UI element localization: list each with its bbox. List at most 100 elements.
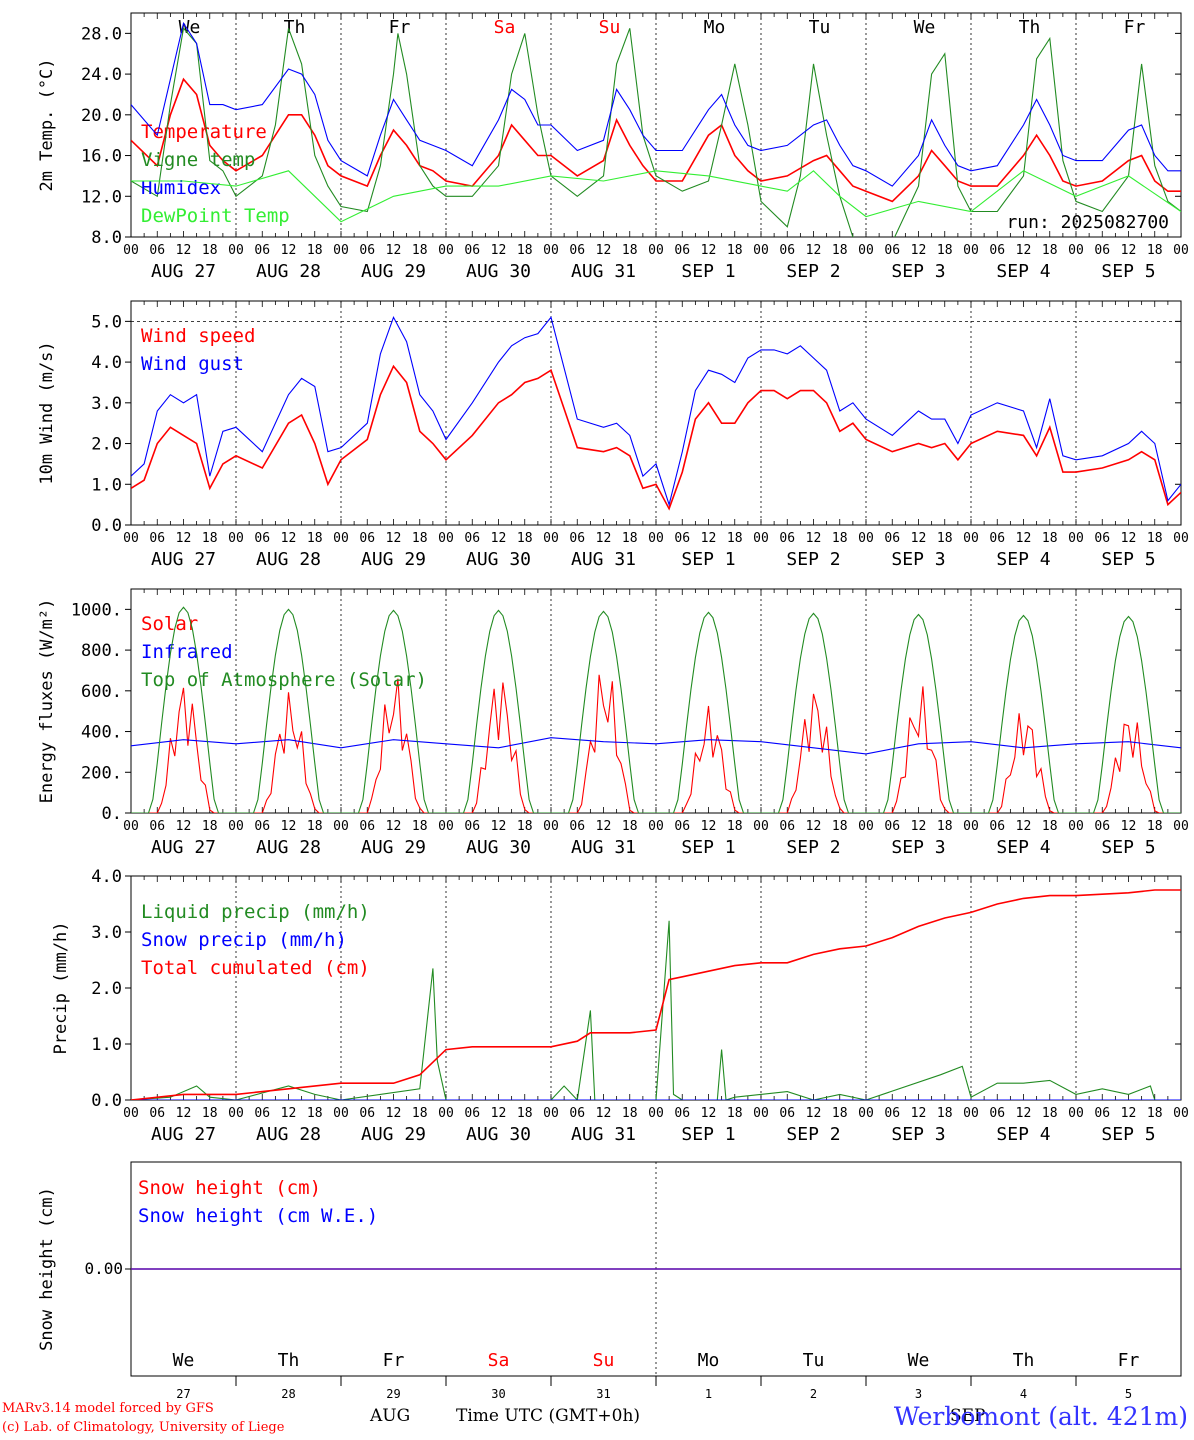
day-label: SEP 1 [681,549,735,570]
panel-1: 8.0 12.0 16.0 20.0 24.0 28.0 2m Temp. (°C) 00 06… [37,12,1189,282]
hour-tick-label: 06 [569,243,585,258]
hour-tick-label: 06 [149,243,165,258]
hour-tick-label: 00 [753,531,769,546]
hour-tick-label: 12 [386,1106,402,1121]
hour-tick-label: 00 [543,531,559,546]
hour-tick-label: 00 [228,1106,244,1121]
legend-entry: Temperature [141,121,267,143]
hour-tick-label: 06 [464,1106,480,1121]
y-tick-label: 0.00 [84,1259,123,1278]
hour-tick-label: 12 [701,1106,717,1121]
day-number: 28 [281,1387,295,1401]
hour-tick-label: 06 [569,531,585,546]
hour-tick-label: 06 [569,1106,585,1121]
hour-tick-label: 18 [937,1106,953,1121]
series-line [131,889,1181,1100]
hour-tick-label: 00 [648,1106,664,1121]
day-label: SEP 5 [1101,1124,1155,1145]
y-tick-label: 24.0 [81,65,122,85]
hour-tick-label: 18 [937,531,953,546]
hour-tick-label: 12 [1016,243,1032,258]
hour-tick-label: 00 [858,1106,874,1121]
day-label: SEP 4 [996,549,1050,570]
hour-tick-label: 00 [858,531,874,546]
hour-tick-label: 12 [176,243,192,258]
weekday-label: Sa [494,17,516,38]
hour-tick-label: 00 [1068,1106,1084,1121]
day-number: 5 [1125,1387,1132,1401]
weekday-label: Tu [803,1350,825,1371]
hour-tick-label: 18 [517,243,533,258]
hour-tick-label: 18 [937,243,953,258]
hour-tick-label: 12 [1121,819,1137,834]
hour-tick-label: 00 [963,819,979,834]
day-label: AUG 31 [571,837,636,858]
credit-line-1: MARv3.14 model forced by GFS [2,1401,214,1416]
y-tick-label: 28.0 [81,24,122,44]
hour-tick-label: 18 [832,531,848,546]
hour-tick-label: 12 [491,1106,507,1121]
hour-tick-label: 12 [176,531,192,546]
hour-tick-label: 00 [963,531,979,546]
y-tick-label: 2.0 [91,979,122,999]
hour-tick-label: 18 [1147,243,1163,258]
hour-tick-label: 18 [622,1106,638,1121]
hour-tick-label: 06 [779,1106,795,1121]
hour-tick-label: 18 [202,1106,218,1121]
day-label: AUG 28 [256,1124,321,1145]
hour-tick-label: 06 [989,531,1005,546]
day-label: SEP 3 [891,549,945,570]
day-label: SEP 2 [786,261,840,282]
hour-tick-label: 06 [674,1106,690,1121]
hour-tick-label: 06 [569,819,585,834]
day-label: SEP 5 [1101,837,1155,858]
hour-tick-label: 12 [596,243,612,258]
day-number: 27 [176,1387,190,1401]
hour-tick-label: 18 [727,531,743,546]
hour-tick-label: 00 [123,531,139,546]
hour-tick-label: 00 [333,243,349,258]
weekday-label: We [908,1350,930,1371]
day-label: SEP 1 [681,837,735,858]
y-tick-label: 4.0 [91,867,122,887]
hour-tick-label: 06 [359,1106,375,1121]
day-number: 2 [810,1387,817,1401]
panel-4: 0.0 1.0 2.0 3.0 4.0 Precip (mm/h) 00 06 12 18 00 06… [51,867,1189,1145]
run-label: run: 2025082700 [1006,212,1169,233]
day-label: SEP 4 [996,261,1050,282]
hour-tick-label: 00 [543,243,559,258]
hour-tick-label: 06 [149,819,165,834]
hour-tick-label: 12 [1016,819,1032,834]
day-label: SEP 4 [996,837,1050,858]
day-number: 30 [491,1387,505,1401]
hour-tick-label: 18 [832,819,848,834]
legend-entry: Snow height (cm W.E.) [138,1205,378,1227]
hour-tick-label: 00 [333,1106,349,1121]
hour-tick-label: 06 [989,1106,1005,1121]
hour-tick-label: 18 [937,819,953,834]
y-tick-label: 1.0 [91,1035,122,1055]
legend-entry: Top of Atmosphere (Solar) [141,669,427,691]
hour-tick-label: 18 [517,1106,533,1121]
day-label: AUG 31 [571,261,636,282]
day-label: AUG 29 [361,549,426,570]
legend-entry: Wind gust [141,353,244,375]
hour-tick-label: 06 [464,819,480,834]
day-label: SEP 3 [891,1124,945,1145]
hour-tick-label: 00 [753,819,769,834]
hour-tick-label: 06 [1094,819,1110,834]
hour-tick-label: 18 [1042,819,1058,834]
hour-tick-label: 18 [727,819,743,834]
day-label: AUG 30 [466,549,531,570]
hour-tick-label: 18 [1042,243,1058,258]
day-label: AUG 27 [151,837,216,858]
hour-tick-label: 12 [1121,1106,1137,1121]
legend-entry: Wind speed [141,325,255,347]
hour-tick-label: 00 [648,819,664,834]
series-line [131,27,1181,237]
series-line [131,737,1181,755]
hour-tick-label: 12 [1016,531,1032,546]
y-axis-label: Energy fluxes (W/m²) [37,599,57,804]
panel-3: 0. 200. 400. 600. 800. 1000. Energy fluxes (W/… [37,588,1189,858]
hour-tick-label: 12 [1016,1106,1032,1121]
